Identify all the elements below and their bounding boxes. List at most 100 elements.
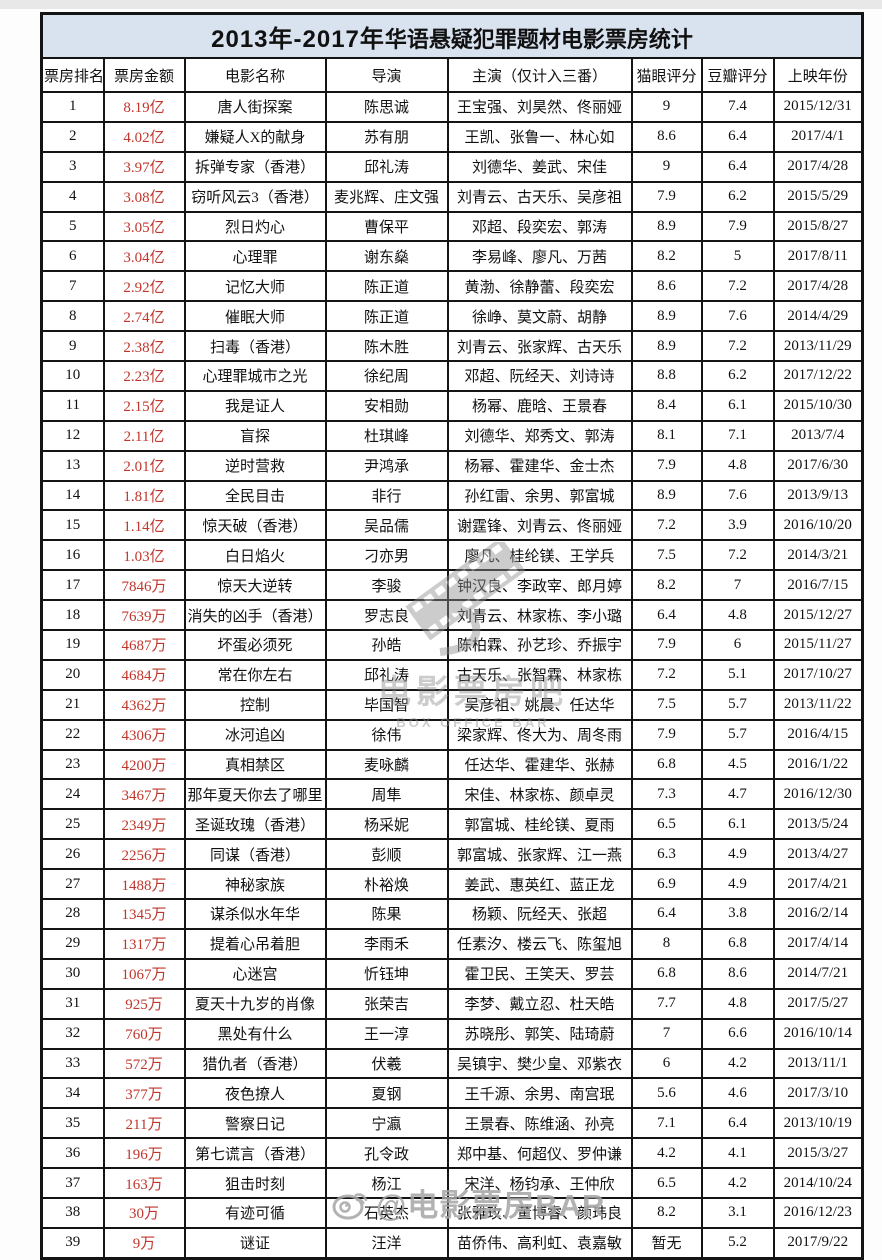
cell-rank: 37: [40, 1167, 105, 1199]
cell-release-date: 2015/12/27: [772, 599, 864, 632]
cell-movie-title: 消失的凶手（香港）: [183, 599, 327, 632]
cell-amount: 196万: [102, 1137, 186, 1170]
cell-maoyan-score: 4.2: [630, 1137, 703, 1170]
cell-amount: 1488万: [102, 868, 186, 901]
table-row: 26 2256万 同谋（香港） 彭顺 郭富城、张家辉、江一燕 6.3 4.9 2013/4/2…: [40, 838, 864, 871]
cell-maoyan-score: 5.6: [630, 1077, 703, 1110]
cell-director: 忻钰坤: [324, 957, 449, 990]
cell-release-date: 2017/8/11: [772, 240, 864, 273]
cell-release-date: 2017/4/1: [772, 120, 864, 153]
cell-movie-title: 谋杀似水年华: [183, 898, 327, 930]
cell-director: 曹保平: [324, 210, 449, 243]
cell-maoyan-score: 8.4: [630, 389, 703, 422]
cell-rank: 6: [40, 240, 105, 273]
cell-rank: 24: [40, 778, 105, 811]
cell-cast: 王千源、余男、南宫珉: [446, 1077, 633, 1110]
cell-cast: 郭富城、桂纶镁、夏雨: [446, 808, 633, 841]
table-row: 8 2.74亿 催眠大师 陈正道 徐峥、莫文蔚、胡静 8.9 7.6 2014/4/29: [40, 300, 864, 333]
cell-movie-title: 有迹可循: [183, 1196, 327, 1229]
cell-cast: 邓超、段奕宏、郭涛: [446, 210, 633, 243]
cell-amount: 2.11亿: [102, 419, 186, 452]
cell-movie-title: 夏天十九岁的肖像: [183, 987, 327, 1020]
cell-rank: 14: [40, 479, 105, 512]
cell-rank: 26: [40, 838, 105, 871]
cell-douban-score: 6.8: [700, 927, 775, 960]
cell-douban-score: 5.2: [700, 1226, 775, 1260]
cell-director: 安相勋: [324, 389, 449, 422]
cell-cast: 吴镇宇、樊少皇、邓紫衣: [446, 1047, 633, 1080]
cell-director: 杜琪峰: [324, 419, 449, 452]
cell-rank: 39: [40, 1226, 105, 1260]
cell-movie-title: 白日焰火: [183, 539, 327, 572]
cell-movie-title: 谜证: [183, 1226, 327, 1260]
cell-maoyan-score: 7.5: [630, 688, 703, 721]
column-header-amount: 票房金额: [102, 57, 186, 93]
column-header-douban-score: 豆瓣评分: [700, 57, 775, 93]
cell-amount: 1067万: [102, 957, 186, 990]
cell-maoyan-score: 7.9: [630, 180, 703, 213]
table-row: 24 3467万 那年夏天你去了哪里 周隼 宋佳、林家栋、颜卓灵 7.3 4.7 2016/1…: [40, 778, 864, 811]
column-header-release-date: 上映年份: [772, 57, 864, 93]
cell-rank: 17: [40, 569, 105, 602]
cell-douban-score: 7.4: [700, 91, 775, 123]
table-row: 18 7639万 消失的凶手（香港） 罗志良 刘青云、林家栋、李小璐 6.4 4.8 2015…: [40, 599, 864, 632]
cell-amount: 1.14亿: [102, 509, 186, 542]
cell-amount: 572万: [102, 1047, 186, 1080]
cell-rank: 32: [40, 1017, 105, 1050]
cell-amount: 3.04亿: [102, 240, 186, 273]
cell-release-date: 2015/11/27: [772, 629, 864, 661]
cell-douban-score: 7: [700, 569, 775, 602]
cell-douban-score: 6.4: [700, 150, 775, 183]
cell-douban-score: 4.2: [700, 1167, 775, 1199]
cell-release-date: 2016/10/20: [772, 509, 864, 542]
cell-cast: 宋佳、林家栋、颜卓灵: [446, 778, 633, 811]
cell-douban-score: 8.6: [700, 957, 775, 990]
cell-cast: 王景春、陈维涵、孙亮: [446, 1107, 633, 1140]
cell-cast: 邓超、阮经天、刘诗诗: [446, 360, 633, 392]
table-row: 35 211万 警察日记 宁瀛 王景春、陈维涵、孙亮 7.1 6.4 2013/10/19: [40, 1107, 864, 1140]
cell-cast: 杨幂、霍建华、金士杰: [446, 449, 633, 482]
table-row: 13 2.01亿 逆时营救 尹鸿承 杨幂、霍建华、金士杰 7.9 4.8 2017/6/30: [40, 449, 864, 482]
cell-rank: 33: [40, 1047, 105, 1080]
cell-amount: 3.05亿: [102, 210, 186, 243]
cell-douban-score: 5: [700, 240, 775, 273]
cell-cast: 任达华、霍建华、张赫: [446, 748, 633, 781]
cell-movie-title: 真相禁区: [183, 748, 327, 781]
cell-maoyan-score: 9: [630, 150, 703, 183]
cell-maoyan-score: 6.8: [630, 957, 703, 990]
cell-amount: 3467万: [102, 778, 186, 811]
table-row: 34 377万 夜色撩人 夏钢 王千源、余男、南宫珉 5.6 4.6 2017/3/10: [40, 1077, 864, 1110]
table-row: 16 1.03亿 白日焰火 刁亦男 廖凡、桂纶镁、王学兵 7.5 7.2 2014/3/21: [40, 539, 864, 572]
cell-maoyan-score: 7.9: [630, 629, 703, 661]
cell-movie-title: 催眠大师: [183, 300, 327, 333]
table-row: 31 925万 夏天十九岁的肖像 张荣吉 李梦、戴立忍、杜天皓 7.7 4.8 2017/5/…: [40, 987, 864, 1020]
cell-director: 陈果: [324, 898, 449, 930]
cell-cast: 刘青云、林家栋、李小璐: [446, 599, 633, 632]
cell-cast: 郑中基、何超仪、罗仲谦: [446, 1137, 633, 1170]
cell-amount: 4.02亿: [102, 120, 186, 153]
cell-movie-title: 盲探: [183, 419, 327, 452]
cell-release-date: 2015/10/30: [772, 389, 864, 422]
cell-release-date: 2015/3/27: [772, 1137, 864, 1170]
table-row: 32 760万 黑处有什么 王一淳 苏晓彤、郭笑、陆琦蔚 7 6.6 2016/10/14: [40, 1017, 864, 1050]
cell-cast: 张雅玫、董博睿、颜玮良: [446, 1196, 633, 1229]
cell-maoyan-score: 8.2: [630, 569, 703, 602]
table-row: 23 4200万 真相禁区 麦咏麟 任达华、霍建华、张赫 6.8 4.5 2016/1/22: [40, 748, 864, 781]
cell-amount: 9万: [102, 1226, 186, 1260]
table-row: 5 3.05亿 烈日灼心 曹保平 邓超、段奕宏、郭涛 8.9 7.9 2015/8/27: [40, 210, 864, 243]
cell-douban-score: 4.5: [700, 748, 775, 781]
cell-amount: 1345万: [102, 898, 186, 930]
cell-douban-score: 4.6: [700, 1077, 775, 1110]
cell-maoyan-score: 6.3: [630, 838, 703, 871]
table-row: 28 1345万 谋杀似水年华 陈果 杨颖、阮经天、张超 6.4 3.8 2016/2/14: [40, 898, 864, 930]
cell-cast: 刘青云、张家辉、古天乐: [446, 330, 633, 363]
table-title-row: 2013年-2017年华语悬疑犯罪题材电影票房统计: [40, 12, 864, 59]
cell-douban-score: 7.6: [700, 300, 775, 333]
cell-movie-title: 冰河追凶: [183, 718, 327, 751]
cell-amount: 1317万: [102, 927, 186, 960]
cell-cast: 陈柏霖、孙艺珍、乔振宇: [446, 629, 633, 661]
cell-rank: 36: [40, 1137, 105, 1170]
column-header-cast: 主演（仅计入三番）: [446, 57, 633, 93]
box-office-table-container: 2013年-2017年华语悬疑犯罪题材电影票房统计 票房排名 票房金额 电影名称 导演…: [40, 12, 865, 1260]
cell-douban-score: 6.1: [700, 808, 775, 841]
